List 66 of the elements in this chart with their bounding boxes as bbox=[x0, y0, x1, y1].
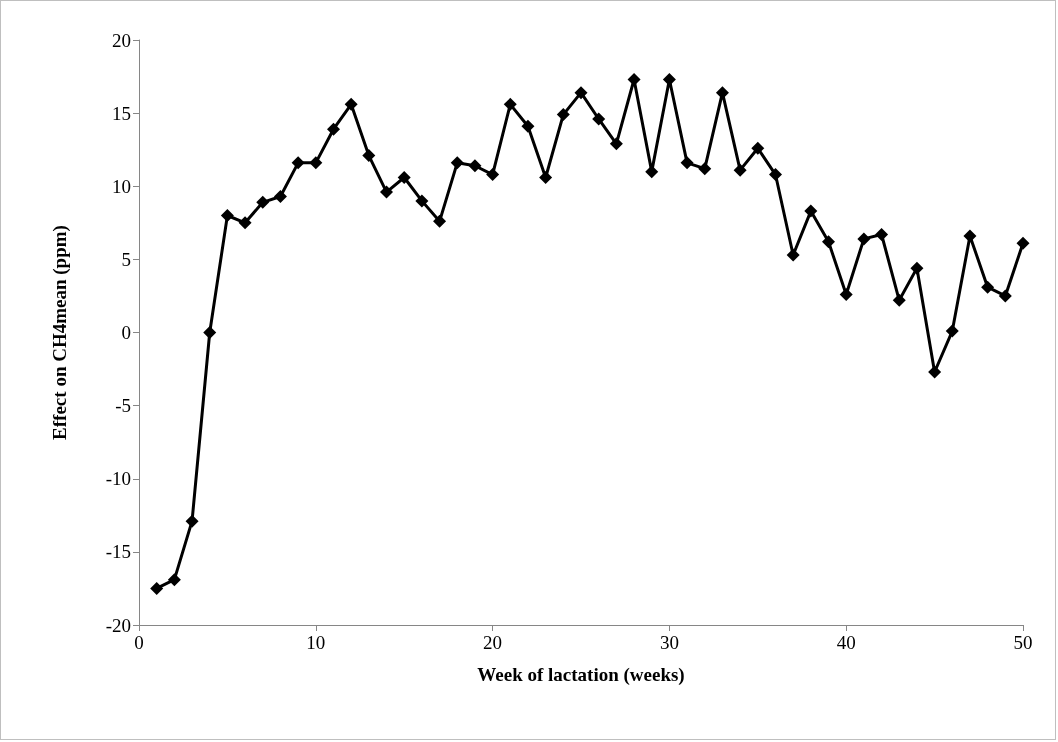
point bbox=[556, 108, 570, 122]
point bbox=[309, 156, 323, 170]
point bbox=[804, 204, 818, 218]
y-tick-label: -5 bbox=[115, 395, 131, 417]
point bbox=[998, 289, 1012, 303]
point bbox=[397, 170, 411, 184]
point bbox=[150, 581, 164, 595]
y-tick-label: -10 bbox=[105, 468, 131, 490]
point bbox=[344, 97, 358, 111]
point bbox=[892, 293, 906, 307]
point bbox=[539, 170, 553, 184]
point bbox=[698, 162, 712, 176]
point bbox=[839, 287, 853, 301]
point bbox=[167, 573, 181, 587]
y-tick-label: 15 bbox=[112, 102, 131, 124]
point bbox=[291, 156, 305, 170]
point bbox=[910, 261, 924, 275]
point bbox=[220, 209, 234, 222]
point bbox=[963, 229, 977, 243]
x-tick-label: 20 bbox=[483, 632, 503, 653]
y-tick-label: 10 bbox=[112, 175, 131, 197]
point bbox=[645, 165, 659, 179]
point bbox=[326, 122, 340, 136]
point bbox=[273, 189, 287, 203]
x-tick-label: 30 bbox=[659, 632, 679, 653]
point bbox=[945, 324, 959, 338]
point bbox=[574, 86, 588, 100]
point bbox=[238, 216, 252, 230]
point bbox=[592, 112, 606, 126]
point bbox=[627, 72, 641, 86]
point bbox=[857, 232, 871, 246]
point bbox=[185, 514, 199, 528]
x-tick-label: 50 bbox=[1013, 632, 1033, 653]
point bbox=[768, 168, 782, 182]
x-tick-label: 10 bbox=[306, 632, 326, 653]
y-axis-title: Effect on CH4mean (ppm) bbox=[49, 225, 71, 440]
y-tick-label: 5 bbox=[121, 248, 131, 270]
point bbox=[521, 119, 535, 133]
y-tick-label: 0 bbox=[121, 322, 131, 343]
point bbox=[875, 228, 889, 242]
point bbox=[415, 194, 429, 208]
point bbox=[786, 248, 800, 262]
point bbox=[380, 185, 394, 199]
point bbox=[751, 141, 765, 155]
point bbox=[1016, 236, 1030, 250]
point bbox=[928, 365, 942, 379]
x-tick-label: 0 bbox=[134, 632, 144, 653]
point bbox=[733, 163, 747, 177]
point bbox=[468, 159, 482, 173]
x-tick-label: 40 bbox=[836, 632, 856, 653]
point bbox=[450, 156, 464, 170]
x-axis-title: Week of lactation (weeks) bbox=[477, 664, 685, 686]
point bbox=[362, 149, 376, 163]
point bbox=[680, 156, 694, 170]
y-tick-label: -15 bbox=[105, 541, 131, 563]
point bbox=[433, 214, 447, 228]
y-tick-label: 20 bbox=[112, 29, 131, 51]
point bbox=[662, 72, 676, 86]
point bbox=[256, 195, 270, 209]
point bbox=[822, 235, 836, 249]
point bbox=[609, 137, 623, 151]
point bbox=[203, 326, 217, 339]
point bbox=[486, 168, 500, 182]
point bbox=[981, 280, 995, 294]
point bbox=[503, 97, 517, 111]
y-tick-label: -20 bbox=[105, 614, 131, 636]
